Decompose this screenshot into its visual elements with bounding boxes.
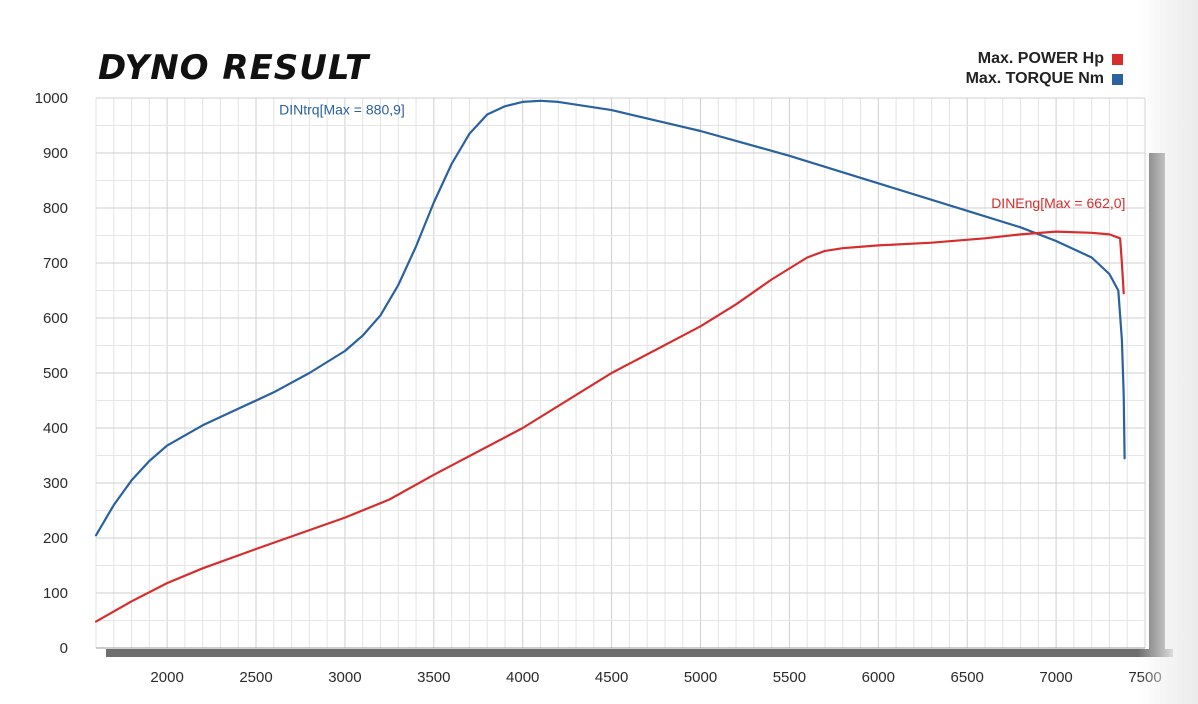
y-tick-label: 100 [43, 585, 68, 602]
legend: Max. POWER Hp Max. TORQUE Nm [966, 49, 1123, 89]
page-edge-shade [1138, 0, 1198, 704]
x-tick-label: 6500 [951, 669, 984, 686]
y-tick-label: 300 [43, 475, 68, 492]
x-tick-label: 2500 [239, 669, 272, 686]
power-annotation: DINEng[Max = 662,0] [991, 195, 1125, 211]
x-tick-label: 7000 [1039, 669, 1072, 686]
x-tick-label: 4500 [595, 669, 628, 686]
y-tick-label: 600 [43, 310, 68, 327]
torque-annotation: DINtrq[Max = 880,9] [279, 102, 405, 118]
x-tick-label: 3000 [328, 669, 361, 686]
legend-swatch-power [1112, 53, 1123, 65]
legend-swatch-torque [1112, 73, 1123, 85]
x-tick-label: 6000 [862, 669, 895, 686]
y-tick-label: 1000 [35, 90, 68, 107]
x-tick-label: 4000 [506, 669, 539, 686]
x-tick-label: 5500 [773, 669, 806, 686]
y-tick-label: 400 [43, 420, 68, 437]
y-tick-label: 500 [43, 365, 68, 382]
y-tick-label: 200 [43, 530, 68, 547]
legend-label-torque: Max. TORQUE Nm [965, 70, 1104, 87]
x-tick-label: 2000 [150, 669, 183, 686]
y-tick-label: 900 [43, 145, 68, 162]
x-tick-label: 3500 [417, 669, 450, 686]
torque-curve [94, 99, 1126, 537]
y-tick-label: 800 [43, 200, 68, 217]
chart-title: DYNO RESULT [98, 48, 370, 88]
y-tick-label: 700 [43, 255, 68, 272]
legend-item-torque: Max. TORQUE Nm [966, 69, 1123, 89]
legend-label-power: Max. POWER Hp [977, 50, 1104, 67]
x-tick-label: 5000 [684, 669, 717, 686]
power-curve [94, 230, 1125, 623]
y-tick-label: 0 [60, 640, 68, 657]
legend-item-power: Max. POWER Hp [966, 49, 1123, 69]
frame-bottom-bar [106, 649, 1173, 657]
